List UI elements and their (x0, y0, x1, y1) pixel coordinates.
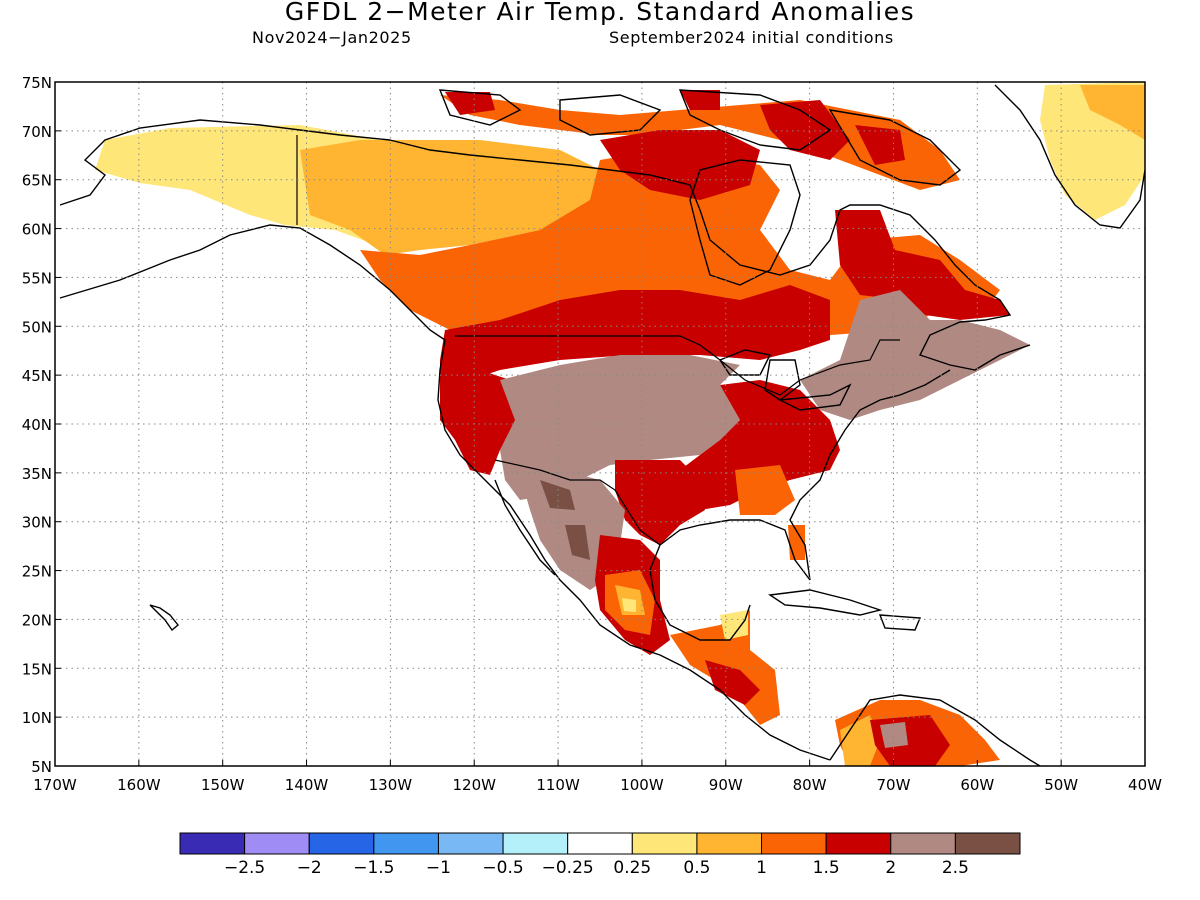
longitude-tick-label: 40W (1128, 776, 1162, 794)
longitude-tick-label: 80W (793, 776, 827, 794)
longitude-tick-label: 90W (709, 776, 743, 794)
colorbar-swatch (954, 832, 1021, 855)
colorbar-swatch (244, 832, 310, 855)
longitude-tick-label: 120W (452, 776, 496, 794)
latitude-tick-label: 5N (31, 758, 52, 776)
latitude-tick-label: 50N (22, 318, 52, 336)
latitude-tick-label: 25N (22, 563, 52, 581)
anomaly-fields (95, 82, 1145, 766)
longitude-tick-label: 100W (620, 776, 664, 794)
colorbar-label: −1.5 (353, 858, 394, 878)
colorbar-swatch (825, 832, 892, 855)
longitude-tick-label: 170W (33, 776, 77, 794)
colorbar-swatch (179, 832, 246, 855)
latitude-tick-label: 10N (22, 709, 52, 727)
latitude-tick-label: 65N (22, 172, 52, 190)
coastlines (59, 84, 1145, 766)
colorbar-label: −2 (297, 858, 322, 878)
initial-conditions: September2024 initial conditions (609, 28, 894, 47)
gridlines (55, 82, 1145, 766)
colorbar-label: 1 (756, 858, 767, 878)
colorbar-swatch (890, 832, 956, 855)
colorbar-swatch (373, 832, 439, 855)
colorbar-label: 2 (885, 858, 896, 878)
latitude-tick-label: 20N (22, 611, 52, 629)
latitude-tick-label: 60N (22, 221, 52, 239)
latitude-tick-label: 75N (22, 74, 52, 92)
colorbar-swatch (502, 832, 569, 855)
longitude-tick-label: 60W (960, 776, 994, 794)
chart-title: GFDL 2−Meter Air Temp. Standard Anomalie… (284, 0, 916, 26)
longitude-tick-label: 140W (285, 776, 329, 794)
colorbar-swatch (567, 832, 633, 855)
colorbar-label: −0.25 (542, 858, 594, 878)
longitude-tick-label: 160W (117, 776, 161, 794)
forecast-period: Nov2024−Jan2025 (252, 28, 412, 47)
longitude-tick-label: 50W (1044, 776, 1078, 794)
colorbar-label: −2.5 (224, 858, 265, 878)
colorbar-label: −0.5 (482, 858, 523, 878)
latitude-tick-label: 30N (22, 514, 52, 532)
latitude-tick-label: 45N (22, 367, 52, 385)
colorbar-label: 0.5 (683, 858, 710, 878)
colorbar-label: 1.5 (813, 858, 840, 878)
colorbar-swatch (761, 832, 827, 855)
latitude-tick-label: 55N (22, 269, 52, 287)
colorbar-swatch (437, 832, 504, 855)
latitude-tick-label: 40N (22, 416, 52, 434)
colorbar-swatch (631, 832, 698, 855)
longitude-tick-label: 110W (536, 776, 580, 794)
longitude-labels: 170W 160W 150W 140W 130W 120W 110W 100W 90W 80W 70… (33, 760, 1162, 794)
colorbar-label: 2.5 (942, 858, 969, 878)
colorbar-swatch (308, 832, 375, 855)
latitude-tick-label: 70N (22, 123, 52, 141)
latitude-tick-label: 35N (22, 465, 52, 483)
colorbar: −2.5 −2 −1.5 −1 −0.5 −0.25 0.25 0.5 1 1.5 2 2.5 (179, 832, 1021, 878)
colorbar-swatch (696, 832, 763, 855)
colorbar-label: −1 (426, 858, 451, 878)
latitude-labels: 75N 70N 65N 60N 55N 50N 45N 40N 35N 30N 25N 20N 15N 1… (22, 74, 61, 776)
latitude-tick-label: 15N (22, 660, 52, 678)
longitude-tick-label: 70W (877, 776, 911, 794)
colorbar-label: 0.25 (613, 858, 651, 878)
longitude-tick-label: 130W (369, 776, 413, 794)
longitude-tick-label: 150W (201, 776, 245, 794)
